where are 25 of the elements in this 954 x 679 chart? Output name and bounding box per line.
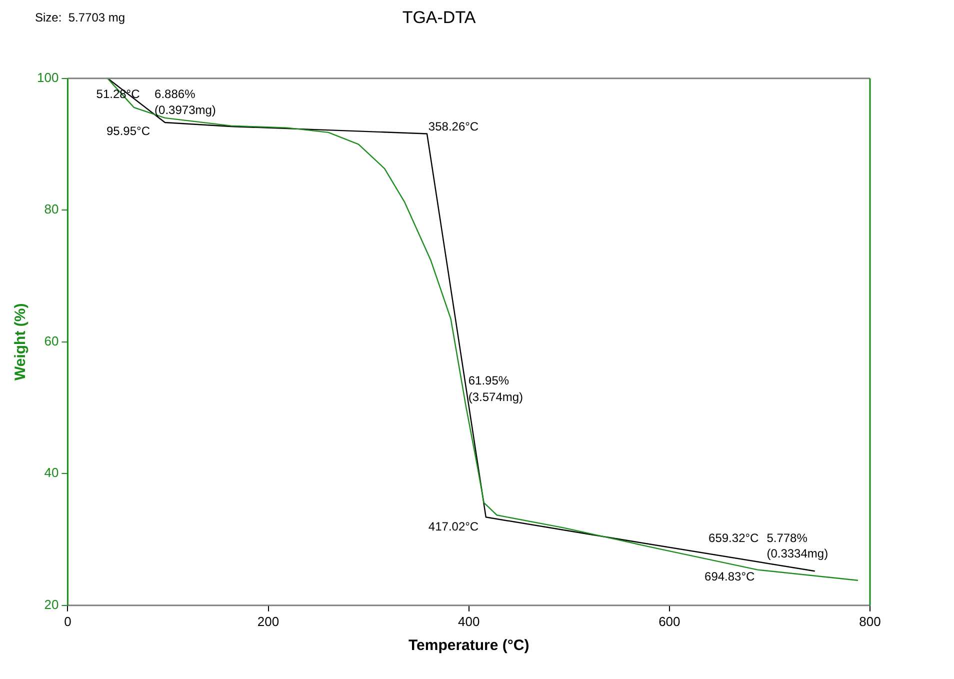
- annotation: (0.3973mg): [154, 102, 216, 117]
- annotation: (0.3334mg): [766, 546, 828, 560]
- annotation: 61.95%: [468, 374, 510, 388]
- annotation: 6.886%: [154, 87, 196, 102]
- annotation: (3.574mg): [468, 390, 524, 404]
- y-tick-label: 80: [44, 202, 59, 217]
- y-tick-label: 40: [44, 465, 59, 480]
- x-axis-title: Temperature (°C): [408, 637, 530, 654]
- y-axis-title: Weight (%): [12, 303, 30, 381]
- annotation: 659.32°C: [708, 531, 760, 546]
- annotation: 5.778%: [766, 531, 808, 546]
- x-tick-label: 0: [64, 614, 72, 629]
- x-tick-label: 400: [458, 614, 480, 629]
- chart-title: TGA-DTA: [402, 8, 476, 27]
- annotation: 417.02°C: [428, 519, 479, 534]
- annotation: 95.95°C: [106, 124, 150, 138]
- x-tick-label: 600: [658, 614, 680, 629]
- y-tick-label: 20: [44, 596, 59, 612]
- annotation: 358.26°C: [428, 119, 479, 134]
- text: Size: 5.7703 mg: [35, 10, 126, 24]
- annotation: 694.83°C: [704, 569, 756, 584]
- y-tick-label: 100: [36, 70, 59, 85]
- x-tick-label: 200: [257, 614, 280, 629]
- y-tick-label: 60: [44, 333, 59, 348]
- x-tick-label: 800: [859, 614, 881, 629]
